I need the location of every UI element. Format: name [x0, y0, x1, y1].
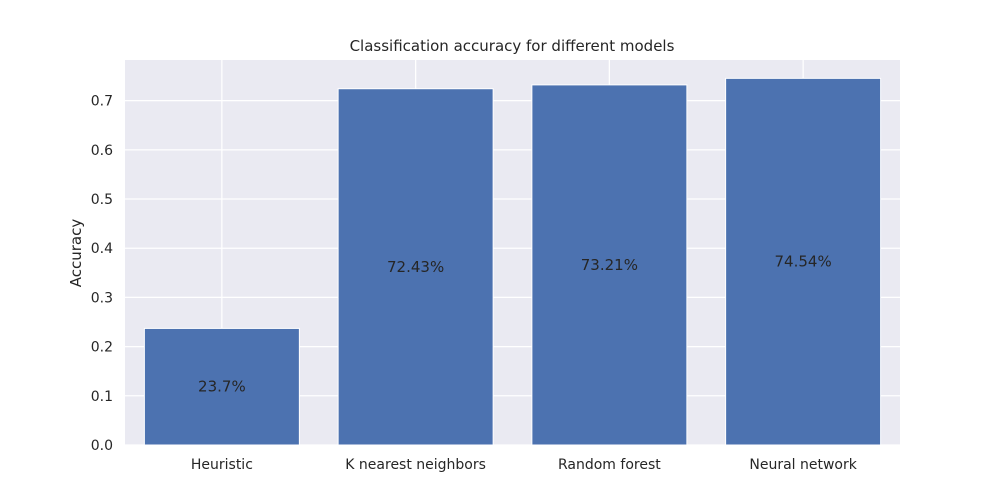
bar — [337, 88, 494, 446]
chart-title: Classification accuracy for different mo… — [350, 37, 675, 55]
x-tick-label: Heuristic — [191, 457, 253, 473]
y-axis-label: Accuracy — [67, 219, 85, 288]
x-tick-label: Random forest — [558, 457, 661, 473]
y-tick-label: 0.6 — [91, 143, 113, 159]
bar — [143, 327, 300, 446]
x-tick-label: K nearest neighbors — [345, 457, 486, 473]
y-tick-label: 0.5 — [91, 192, 113, 208]
y-tick-label: 0.3 — [91, 290, 113, 306]
y-tick-label: 0.7 — [91, 94, 113, 110]
bar-data-label: 73.21% — [581, 256, 638, 274]
bar — [725, 77, 882, 446]
bar-data-label: 74.54% — [775, 253, 832, 271]
bar-data-label: 23.7% — [198, 378, 246, 396]
y-tick-label: 0.0 — [91, 438, 113, 454]
bar — [531, 84, 688, 446]
bar-data-label: 72.43% — [387, 258, 444, 276]
y-tick-label: 0.1 — [91, 389, 113, 405]
y-tick-label: 0.4 — [91, 241, 113, 257]
y-tick-label: 0.2 — [91, 340, 113, 356]
x-tick-label: Neural network — [749, 457, 857, 473]
